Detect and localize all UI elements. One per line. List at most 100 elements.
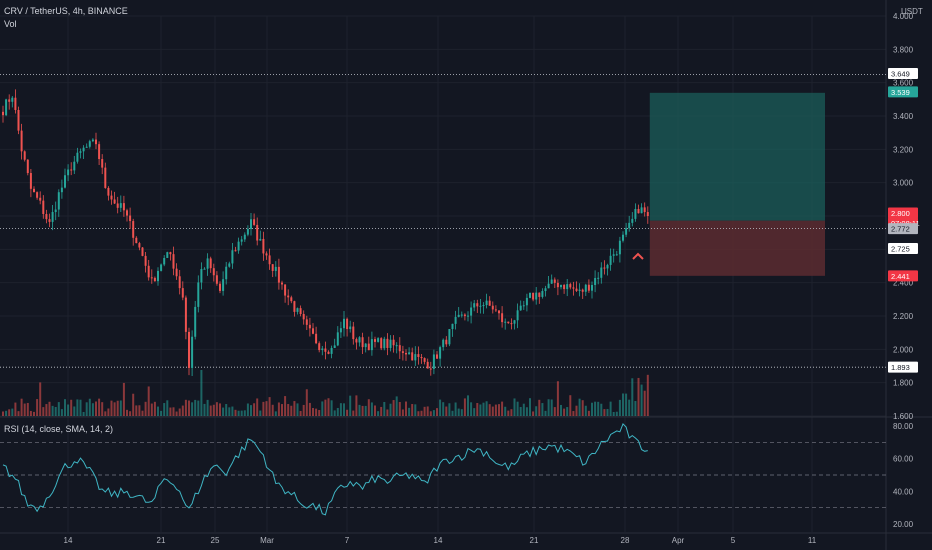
candle-body (29, 173, 32, 189)
candle-body (206, 258, 209, 269)
candle-body (432, 354, 435, 369)
volume-bar (364, 405, 367, 416)
candle-body (228, 263, 231, 267)
volume-bar (259, 410, 262, 416)
candle-body (67, 169, 70, 176)
volume-bar (532, 411, 535, 416)
volume-bar (281, 404, 283, 416)
volume-bar (293, 401, 296, 416)
volume-bar (5, 410, 8, 416)
volume-bar (240, 410, 243, 416)
volume-bar (429, 411, 432, 416)
volume-bar (256, 398, 259, 416)
volume-bar (302, 404, 305, 416)
candle-body (116, 203, 119, 208)
price-tick-label: 3.400 (893, 112, 914, 121)
candle-body (194, 306, 197, 337)
candle-body (268, 255, 271, 265)
candle-body (48, 219, 51, 222)
candle-body (572, 287, 575, 289)
price-tick-label: 1.800 (893, 379, 914, 388)
symbol-title[interactable]: CRV / TetherUS, 4h, BINANCE (4, 6, 128, 16)
volume-bar (516, 401, 519, 416)
volume-bar (343, 403, 345, 416)
candle-body (79, 151, 82, 153)
price-tick-label: 4.000 (893, 12, 914, 21)
volume-bar (206, 399, 209, 416)
candle-body (460, 314, 463, 316)
volume-bar (11, 408, 14, 416)
volume-bar (383, 401, 386, 416)
candle-body (8, 99, 11, 102)
volume-bar (420, 410, 423, 416)
volume-bar (20, 398, 23, 416)
volume-bar (643, 390, 646, 416)
volume-bar (575, 405, 578, 416)
volume-bar (618, 399, 621, 416)
candle-body (203, 268, 206, 270)
candle-body (507, 321, 510, 324)
candle-body (361, 337, 364, 348)
volume-bar (535, 406, 538, 416)
candle-body (426, 361, 429, 369)
candle-body (491, 305, 494, 310)
time-tick-label: 28 (621, 536, 630, 545)
volume-bar (504, 406, 507, 416)
volume-bar (299, 410, 302, 416)
time-tick-label: 5 (731, 536, 736, 545)
candle-body (308, 324, 311, 329)
volume-bar (76, 399, 79, 416)
candle-body (538, 292, 541, 297)
rsi-label[interactable]: RSI (14, close, SMA, 14, 2) (4, 424, 114, 434)
candle-body (104, 167, 107, 188)
volume-label[interactable]: Vol (4, 19, 17, 29)
volume-bar (587, 410, 590, 416)
candle-body (448, 329, 451, 345)
candle-body (26, 159, 29, 174)
candle-body (522, 305, 525, 307)
volume-bar (597, 401, 600, 416)
candle-body (45, 214, 48, 220)
candle-body (277, 266, 280, 283)
candle-body (358, 337, 361, 343)
candle-body (398, 345, 401, 352)
candle-body (631, 218, 634, 223)
volume-bar (603, 409, 606, 416)
candle-body (473, 303, 476, 308)
volume-bar (2, 411, 4, 416)
volume-bar (253, 403, 256, 416)
volume-bar (184, 399, 187, 416)
candle-body (439, 347, 442, 359)
volume-bar (439, 399, 442, 416)
volume-bar (392, 400, 395, 416)
volume-bar (305, 389, 308, 416)
price-tag-label: 2.772 (891, 225, 910, 234)
candle-body (209, 258, 212, 269)
candle-body (243, 234, 246, 240)
candle-body (498, 310, 500, 314)
volume-bar (538, 399, 541, 416)
volume-bar (336, 407, 339, 416)
volume-bar (219, 403, 221, 416)
volume-bar (448, 403, 451, 416)
volume-bar (17, 411, 20, 416)
rsi-tick-label: 80.00 (893, 422, 914, 431)
volume-bar (352, 410, 355, 416)
candle-body (436, 354, 438, 359)
price-tag (888, 243, 918, 254)
volume-bar (442, 402, 445, 416)
candle-body (271, 264, 274, 271)
volume-bar (615, 411, 618, 416)
volume-bar (609, 401, 612, 416)
candle-body (250, 219, 252, 229)
candle-body (318, 343, 321, 351)
volume-bar (67, 404, 70, 416)
candle-body (423, 358, 426, 362)
candle-body (383, 338, 386, 349)
volume-bar (60, 409, 63, 416)
volume-bar (327, 398, 330, 416)
volume-bar (110, 400, 113, 416)
volume-bar (333, 410, 336, 416)
